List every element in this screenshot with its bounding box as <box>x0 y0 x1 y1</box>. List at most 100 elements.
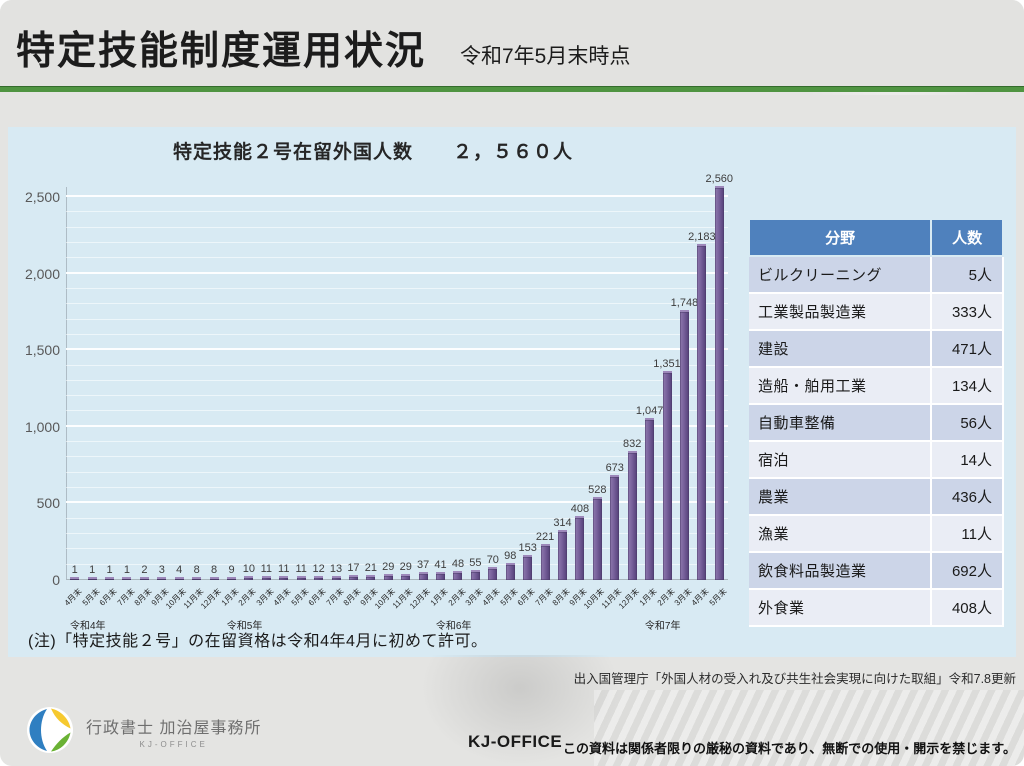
table-cell-count: 14人 <box>931 440 1004 479</box>
x-axis-tick-label: 6月末 <box>306 586 328 608</box>
data-bar-value-label: 1,351 <box>653 358 681 371</box>
data-bar <box>366 574 376 580</box>
data-bar-value-label: 55 <box>469 556 482 569</box>
source-citation: 出入国管理庁「外国人材の受入れ及び共生社会実現に向けた取組」令和7.8更新 <box>573 672 1016 686</box>
data-bar-value-label: 11 <box>278 563 290 576</box>
header-divider <box>0 86 1024 92</box>
gridline <box>66 241 728 243</box>
header: 特定技能制度運用状況 令和7年5月末時点 <box>0 0 1024 88</box>
data-bar-value-label: 12 <box>312 563 325 576</box>
data-bar-value-label: 2 <box>141 564 148 576</box>
data-bar-value-label: 832 <box>622 437 642 450</box>
data-bar-value-label: 48 <box>451 557 465 570</box>
y-axis-tick-label: 1,500 <box>24 342 60 359</box>
table-cell-count: 436人 <box>931 477 1004 516</box>
x-axis-tick-label: 4月末 <box>62 586 84 608</box>
x-axis-line <box>66 579 728 580</box>
data-bar <box>470 569 480 580</box>
data-bar <box>122 577 132 580</box>
gridline <box>66 333 728 335</box>
table-row: 外食業 408人 <box>749 588 1004 627</box>
table-cell-count: 692人 <box>931 551 1004 590</box>
data-bar <box>697 243 707 580</box>
table-cell-category: 建設 <box>749 329 933 368</box>
data-bar <box>418 572 428 580</box>
data-bar-value-label: 3 <box>158 564 165 576</box>
x-axis-tick-label: 1月末 <box>428 586 450 608</box>
office-logo-icon <box>27 707 73 753</box>
gridline <box>66 487 728 489</box>
gridline <box>66 271 728 274</box>
table-cell-count: 408人 <box>931 588 1004 627</box>
data-bar-value-label: 314 <box>553 516 572 529</box>
table-row: 建設 471人 <box>749 329 1004 368</box>
data-bar-value-label: 11 <box>295 563 307 576</box>
data-bar-value-label: 41 <box>434 558 447 571</box>
chart-note: (注)「特定技能２号」の在留資格は令和4年4月に初めて許可。 <box>28 633 488 650</box>
gridline <box>66 348 728 351</box>
gridline <box>66 563 728 565</box>
y-axis-tick-label: 1,000 <box>24 418 60 435</box>
gridline <box>66 441 728 443</box>
table-cell-category: 飲食料品製造業 <box>749 551 933 590</box>
data-bar <box>296 576 306 580</box>
data-bar-value-label: 9 <box>228 563 235 576</box>
chart-title: 特定技能２号在留外国人数 ２，５６０人 <box>172 142 573 163</box>
gridline <box>66 517 728 519</box>
data-bar-value-label: 1,748 <box>670 297 699 310</box>
table-cell-count: 333人 <box>931 292 1004 331</box>
gridline <box>66 410 728 412</box>
data-bar <box>261 576 271 580</box>
chart-panel: 特定技能２号在留外国人数 ２，５６０人 0 500 1,000 1,500 2,000 2… <box>8 127 1016 657</box>
x-axis-year-label: 令和7年 <box>644 621 681 632</box>
y-axis-line <box>66 187 67 580</box>
gridline <box>66 424 728 427</box>
gridline <box>66 379 728 381</box>
table-cell-category: 工業製品製造業 <box>749 292 933 331</box>
gridline <box>66 395 728 397</box>
data-bar <box>540 544 550 580</box>
table-cell-count: 134人 <box>931 366 1004 405</box>
data-bar <box>453 570 463 580</box>
table-header-category: 分野 <box>747 218 933 257</box>
data-bar <box>505 563 515 580</box>
data-bar-value-label: 2,560 <box>705 172 734 185</box>
x-axis-tick-label: 6月末 <box>97 586 119 608</box>
data-bar <box>679 310 689 580</box>
data-bar <box>348 575 358 580</box>
gridline <box>66 226 728 228</box>
data-bar-value-label: 153 <box>518 541 537 554</box>
data-bar <box>157 577 167 580</box>
x-axis-year-label: 令和4年 <box>70 621 106 632</box>
table-cell-category: 外食業 <box>749 588 933 627</box>
data-bar <box>314 576 324 580</box>
data-bar-value-label: 1 <box>123 564 131 576</box>
gridline <box>66 318 728 320</box>
data-bar-value-label: 98 <box>504 550 517 562</box>
office-name-block: 行政書士 加治屋事務所 KJ-OFFICE <box>86 714 261 749</box>
x-axis-tick-label: 1月末 <box>637 586 659 608</box>
gridline <box>66 501 728 504</box>
table-cell-count: 471人 <box>931 329 1004 368</box>
data-bar <box>70 577 80 580</box>
page-subtitle: 令和7年5月末時点 <box>460 45 631 68</box>
office-subname: KJ-OFFICE <box>139 740 208 749</box>
gridline <box>66 456 728 458</box>
gridline <box>66 211 728 213</box>
data-bar <box>244 576 254 580</box>
y-axis-tick-label: 2,000 <box>24 265 60 282</box>
data-bar-value-label: 408 <box>570 502 590 515</box>
data-bar-value-label: 29 <box>399 560 412 573</box>
table-cell-category: 宿泊 <box>749 440 933 479</box>
data-bar-value-label: 29 <box>382 560 395 573</box>
x-axis-year-label: 令和6年 <box>435 621 472 632</box>
data-bar-value-label: 21 <box>364 561 377 574</box>
x-axis-tick-label: 6月末 <box>515 586 537 608</box>
gridline <box>66 303 728 305</box>
data-bar-value-label: 1 <box>106 564 113 576</box>
data-bar-value-label: 11 <box>260 563 273 576</box>
data-bar <box>105 577 115 580</box>
data-bar <box>209 576 219 580</box>
table-row: 自動車整備 56人 <box>749 403 1004 442</box>
data-bar <box>174 577 184 580</box>
